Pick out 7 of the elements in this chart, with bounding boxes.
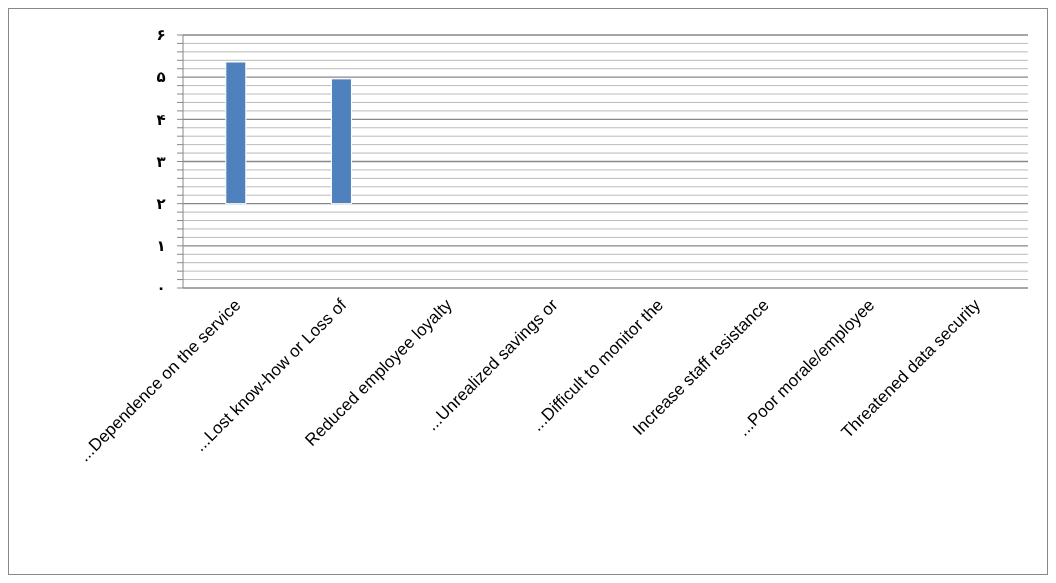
y-tick-label: ۴ — [156, 110, 166, 129]
y-tick-label: ۵ — [156, 68, 166, 87]
y-tick-label: ۳ — [156, 152, 166, 171]
y-tick-label: ۰ — [156, 279, 166, 298]
y-tick-label: ۱ — [156, 237, 166, 256]
y-tick-label: ۶ — [156, 26, 166, 45]
y-tick-label: ۲ — [156, 194, 166, 213]
